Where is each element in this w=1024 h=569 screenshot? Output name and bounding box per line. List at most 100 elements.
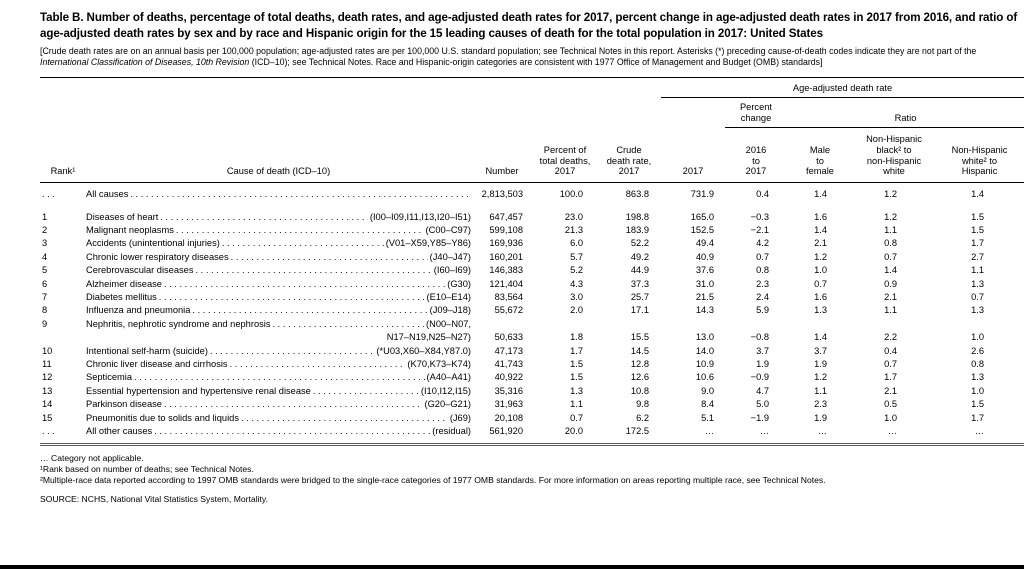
bw-cell: 1.1 xyxy=(884,224,897,235)
mf-cell: 1.6 xyxy=(814,211,827,222)
bottom-edge-bar xyxy=(0,565,1024,569)
percent-cell: 4.3 xyxy=(570,278,583,289)
group-header-percent-change: Percent change xyxy=(725,97,787,128)
table-row: 12 Septicemia. . . . . . . . . . . . . . … xyxy=(40,371,1024,384)
headnote-post: (ICD–10); see Technical Notes. Race and … xyxy=(249,56,823,67)
crude-cell: 52.2 xyxy=(630,238,649,249)
dot-leader: . . . . . . . . . . . . . . . . . . . . … xyxy=(163,278,445,289)
change-cell: 2.3 xyxy=(756,278,769,289)
table-row: 5 Cerebrovascular diseases. . . . . . . .… xyxy=(40,264,1024,277)
page-content: Table B. Number of deaths, percentage of… xyxy=(40,10,1024,504)
mf-cell: 1.6 xyxy=(814,292,827,303)
cause-name: All causes xyxy=(86,189,129,200)
wh-cell: 2.7 xyxy=(971,251,985,262)
table-row: 4 Chronic lower respiratory diseases. . .… xyxy=(40,251,1024,264)
cause-cell: Nephritis, nephrotic syndrome and nephro… xyxy=(86,318,471,345)
header-spacer xyxy=(661,98,725,128)
col-header-white-hispanic: Non-Hispanic white² to Hispanic xyxy=(935,127,1024,184)
crude-cell: 6.2 xyxy=(636,412,649,423)
wh-cell: 1.5 xyxy=(971,211,985,222)
crude-cell: 17.1 xyxy=(630,305,649,316)
aadr-cell: 13.0 xyxy=(695,332,714,343)
table-row: 2 Malignant neoplasms. . . . . . . . . . … xyxy=(40,224,1024,237)
bw-cell: 1.2 xyxy=(884,211,897,222)
bw-cell: 2.1 xyxy=(884,385,897,396)
col-header-male-female: Male to female xyxy=(787,127,853,184)
wh-cell: 1.3 xyxy=(971,278,985,289)
percent-cell: 1.5 xyxy=(570,372,583,383)
icd-code: (E10–E14) xyxy=(426,292,471,303)
number-cell: 561,920 xyxy=(489,426,523,437)
dot-leader: . . . . . . . . . . . . . . . . . . . . … xyxy=(209,345,374,356)
col-header-aadr-2017: 2017 xyxy=(661,127,725,184)
cause-cell: Pneumonitis due to solids and liquids. .… xyxy=(86,412,471,425)
number-cell: 599,108 xyxy=(489,224,523,235)
col-header-rank: Rank¹ xyxy=(40,127,86,184)
table-title: Table B. Number of deaths, percentage of… xyxy=(40,11,1018,40)
dot-leader: . . . . . . . . . . . . . . . . . . . . … xyxy=(221,238,384,249)
change-cell: 4.7 xyxy=(756,385,769,396)
cause-cell: Intentional self-harm (suicide). . . . .… xyxy=(86,345,471,358)
cause-name: Chronic lower respiratory diseases xyxy=(86,251,229,262)
cause-name: Parkinson disease xyxy=(86,399,162,410)
percent-cell: 1.5 xyxy=(570,359,583,370)
mf-cell: 1.0 xyxy=(814,265,827,276)
footnote-rank: ¹Rank based on number of deaths; see Tec… xyxy=(40,464,254,475)
table-row: 1 Diseases of heart. . . . . . . . . . . … xyxy=(40,211,1024,224)
wh-cell: 1.4 xyxy=(971,189,985,200)
mf-cell: 3.7 xyxy=(814,345,827,356)
bw-cell: 0.9 xyxy=(884,278,897,289)
rank-cell: . . . xyxy=(42,189,55,200)
wh-cell: 0.7 xyxy=(971,292,985,303)
wh-cell: 1.7 xyxy=(971,412,985,423)
number-cell: 50,633 xyxy=(494,332,523,343)
dot-leader: . . . . . . . . . . . . . . . . . . . . … xyxy=(163,399,423,410)
table-row: 11 Chronic liver disease and cirrhosis. .… xyxy=(40,358,1024,371)
mf-cell: 1.4 xyxy=(814,332,827,343)
number-cell: 35,316 xyxy=(494,385,523,396)
wh-cell: 1.1 xyxy=(971,265,985,276)
icd-code: (G30) xyxy=(447,278,471,289)
percent-cell: 20.0 xyxy=(564,426,583,437)
table-headnote: [Crude death rates are on an annual basi… xyxy=(40,46,1022,68)
crude-cell: 198.8 xyxy=(625,211,649,222)
percent-cell: 5.2 xyxy=(570,265,583,276)
cause-cell: Cerebrovascular diseases. . . . . . . . … xyxy=(86,264,471,277)
cause-name: Cerebrovascular diseases xyxy=(86,265,194,276)
rank-cell: 15 xyxy=(42,412,53,423)
bw-cell: 0.7 xyxy=(884,359,897,370)
table-header: Age-adjusted death rate Percent change R… xyxy=(40,77,1024,184)
aadr-cell: 14.0 xyxy=(695,345,714,356)
table-row: 13 Essential hypertension and hypertensiv… xyxy=(40,385,1024,398)
aadr-cell: 10.9 xyxy=(695,359,714,370)
cause-cell: Chronic lower respiratory diseases. . . … xyxy=(86,251,471,264)
footnotes: … Category not applicable. ¹Rank based o… xyxy=(40,453,1022,485)
aadr-cell: 10.6 xyxy=(695,372,714,383)
cause-cell: Malignant neoplasms. . . . . . . . . . .… xyxy=(86,224,471,237)
col-header-change: 2016 to 2017 xyxy=(725,127,787,184)
aadr-cell: 152.5 xyxy=(690,224,714,235)
dot-leader: . . . . . . . . . . . . . . . . . . . . … xyxy=(134,372,425,383)
number-cell: 41,743 xyxy=(494,359,523,370)
wh-cell: … xyxy=(974,426,985,437)
icd-code: (N00–N07, xyxy=(426,318,471,329)
percent-cell: 6.0 xyxy=(570,238,583,249)
cause-name: Influenza and pneumonia xyxy=(86,305,191,316)
wh-cell: 0.8 xyxy=(971,359,985,370)
mortality-table: Age-adjusted death rate Percent change R… xyxy=(40,76,1024,447)
dot-leader: . . . . . . . . . . . . . . . . . . . . … xyxy=(240,412,448,423)
aadr-cell: 9.0 xyxy=(701,385,714,396)
percent-cell: 100.0 xyxy=(559,189,583,200)
mf-cell: 1.2 xyxy=(814,372,827,383)
cause-cell: Essential hypertension and hypertensive … xyxy=(86,385,471,398)
change-cell: 5.9 xyxy=(756,305,769,316)
aadr-cell: 8.4 xyxy=(701,399,714,410)
rank-cell: 2 xyxy=(42,224,48,235)
cause-cell: All other causes. . . . . . . . . . . . … xyxy=(86,425,471,438)
crude-cell: 183.9 xyxy=(625,224,649,235)
headnote-pre: [Crude death rates are on an annual basi… xyxy=(40,46,977,56)
table-row: 6 Alzheimer disease. . . . . . . . . . . … xyxy=(40,278,1024,291)
percent-cell: 1.1 xyxy=(570,399,583,410)
number-cell: 20,108 xyxy=(494,412,523,423)
